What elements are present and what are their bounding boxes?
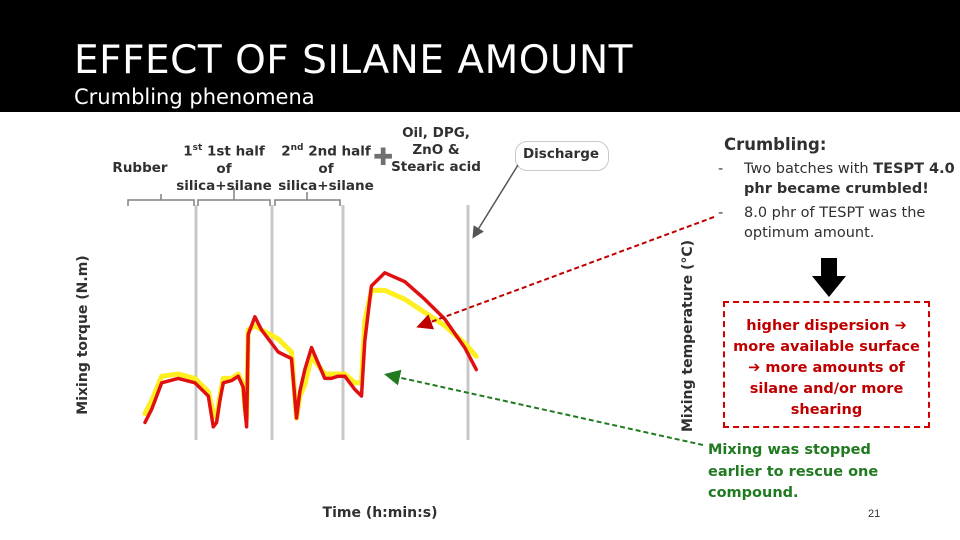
page-number: 21	[868, 508, 881, 520]
phase-first-num: 1	[183, 143, 193, 160]
result-line-2: more available surface	[733, 339, 920, 355]
series-red-line	[143, 271, 479, 429]
phase-first-line2: silica+silane	[176, 177, 272, 194]
header-bar	[0, 0, 960, 112]
note-line-2: earlier to rescue one	[708, 463, 879, 480]
phase-rubber-text: Rubber	[112, 160, 168, 176]
crumbling-item-2-text: 8.0 phr of TESPT was the optimum amount.	[744, 205, 926, 241]
phase-label-rubber: Rubber	[110, 160, 170, 177]
result-line-5: shearing	[790, 402, 863, 418]
phase-label-second-half: 2nd 2nd half of silica+silane	[278, 140, 374, 195]
crumbling-item-1-dash: -	[718, 161, 724, 177]
phase-second-line2: silica+silane	[278, 177, 374, 194]
x-axis-label: Time (h:min:s)	[322, 505, 438, 521]
plus-icon: ✚	[373, 143, 394, 171]
brace-rubber	[127, 194, 195, 206]
discharge-callout	[515, 141, 609, 171]
crumbling-title: Crumbling:	[724, 135, 827, 154]
crumbling-item-1-bold: TESPT 4.0 phr became crumbled!	[744, 161, 955, 197]
result-line-4: silane and/or more	[749, 381, 904, 397]
phase-second-sup: nd	[290, 143, 304, 153]
phase-additives-line3: Stearic acid	[391, 159, 481, 175]
phase-second-line1: 2nd half of	[308, 143, 371, 177]
result-line-1: higher dispersion ➔	[746, 318, 907, 334]
note-line-1: Mixing was stopped	[708, 442, 871, 458]
result-text: higher dispersion ➔ more available surfa…	[728, 316, 925, 421]
crumbling-arrow	[416, 216, 715, 330]
mixing-stopped-arrow	[384, 369, 704, 446]
crumbling-item-2-dash: -	[718, 205, 724, 221]
phase-first-line1: 1st half of	[206, 143, 265, 177]
result-box	[723, 301, 930, 428]
y-axis-label-left: Mixing torque (N.m)	[75, 255, 91, 415]
slide-subtitle: Crumbling phenomena	[74, 85, 315, 109]
arrow-down-icon	[812, 258, 846, 297]
phase-second-num: 2	[281, 143, 291, 160]
slide-title: EFFECT OF SILANE AMOUNT	[74, 38, 633, 83]
phase-additives-line1: Oil, DPG,	[402, 125, 470, 141]
result-line-3: ➔ more amounts of	[748, 360, 905, 376]
phase-additives-line2: ZnO &	[412, 142, 460, 158]
brace-first-half	[197, 188, 271, 206]
crumbling-item-1: - Two batches with TESPT 4.0 phr became …	[718, 159, 958, 201]
brace-second-half	[274, 192, 341, 206]
discharge-label: Discharge	[522, 146, 600, 162]
mixing-stopped-note: Mixing was stopped earlier to rescue one…	[708, 440, 888, 505]
crumbling-item-1-text: Two batches with	[744, 161, 874, 177]
phase-first-sup: st	[192, 143, 203, 153]
note-line-3: compound.	[708, 485, 799, 501]
discharge-arrow	[472, 164, 519, 239]
y-axis-label-right: Mixing temperature (°C)	[680, 239, 696, 433]
phase-label-first-half: 1st 1st half of silica+silane	[176, 140, 272, 195]
crumbling-item-2: - 8.0 phr of TESPT was the optimum amoun…	[718, 203, 958, 245]
phase-label-additives: Oil, DPG, ZnO & Stearic acid	[390, 125, 482, 176]
